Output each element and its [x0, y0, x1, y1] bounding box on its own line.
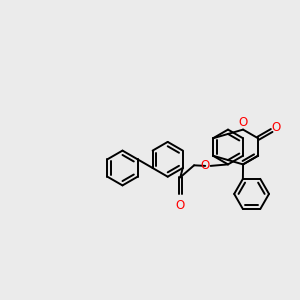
Text: O: O [176, 199, 185, 212]
Text: O: O [272, 121, 281, 134]
Text: O: O [238, 116, 248, 129]
Text: O: O [200, 159, 209, 172]
